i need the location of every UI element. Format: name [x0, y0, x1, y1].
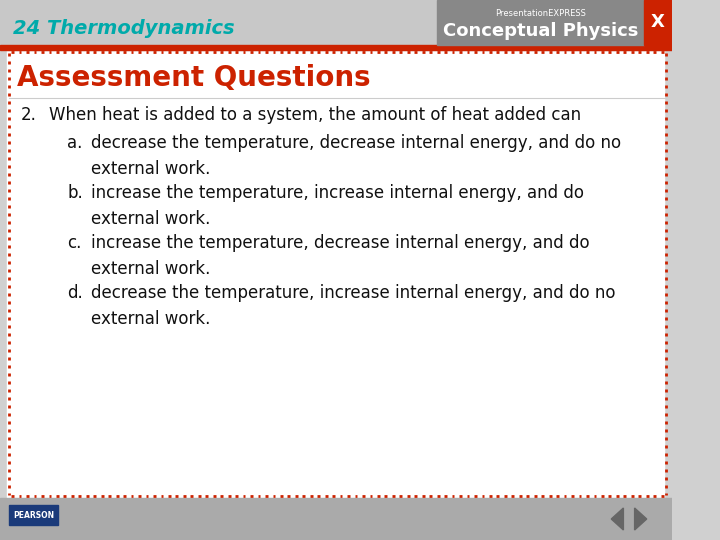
Text: Conceptual Physics: Conceptual Physics: [443, 22, 638, 40]
Text: When heat is added to a system, the amount of heat added can: When heat is added to a system, the amou…: [48, 106, 580, 124]
Bar: [7, 50, 665, 498]
Text: 24 Thermodynamics: 24 Thermodynamics: [13, 18, 235, 37]
Text: b.: b.: [67, 184, 83, 202]
Text: PEARSON: PEARSON: [13, 510, 54, 519]
Text: Assessment Questions: Assessment Questions: [17, 64, 370, 92]
Bar: [0, 0, 672, 50]
Text: d.: d.: [67, 284, 83, 302]
Text: increase the temperature, increase internal energy, and do
external work.: increase the temperature, increase inter…: [91, 184, 585, 228]
Bar: [9, 505, 58, 525]
Bar: [0, 45, 672, 50]
Text: decrease the temperature, increase internal energy, and do no
external work.: decrease the temperature, increase inter…: [91, 284, 616, 328]
Text: increase the temperature, decrease internal energy, and do
external work.: increase the temperature, decrease inter…: [91, 234, 590, 279]
Bar: [0, 498, 672, 540]
Text: X: X: [651, 13, 665, 31]
Text: a.: a.: [67, 134, 83, 152]
Text: c.: c.: [67, 234, 81, 252]
Text: decrease the temperature, decrease internal energy, and do no
external work.: decrease the temperature, decrease inter…: [91, 134, 621, 178]
Text: PresentationEXPRESS: PresentationEXPRESS: [495, 9, 586, 18]
Bar: [644, 0, 672, 45]
Bar: [437, 0, 644, 45]
Polygon shape: [611, 508, 624, 530]
Polygon shape: [634, 508, 647, 530]
Text: 2.: 2.: [21, 106, 37, 124]
